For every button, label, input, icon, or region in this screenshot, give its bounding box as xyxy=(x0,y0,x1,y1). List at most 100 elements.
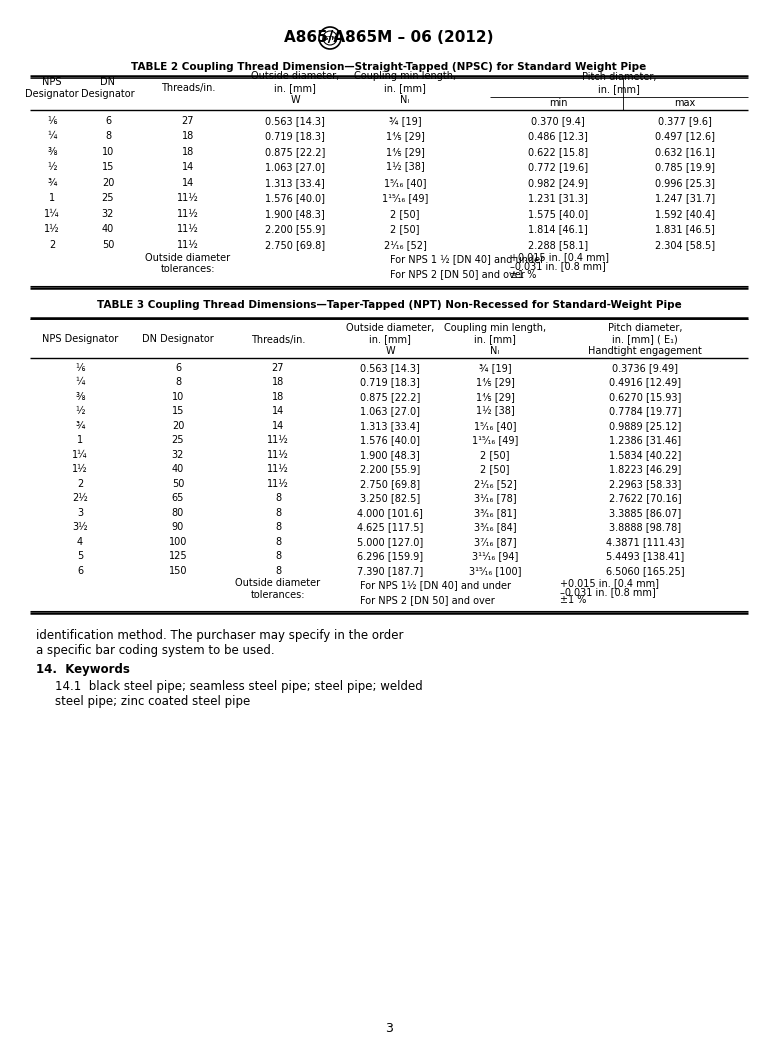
Text: 1.8223 [46.29]: 1.8223 [46.29] xyxy=(609,464,682,475)
Text: ¼: ¼ xyxy=(47,131,57,142)
Text: 2.750 [69.8]: 2.750 [69.8] xyxy=(265,239,325,250)
Text: 2 [50]: 2 [50] xyxy=(391,224,420,234)
Text: 5: 5 xyxy=(77,552,83,561)
Text: 14: 14 xyxy=(272,406,284,416)
Text: 14.  Keywords: 14. Keywords xyxy=(36,663,130,676)
Text: +0.015 in. [0.4 mm]: +0.015 in. [0.4 mm] xyxy=(510,253,609,262)
Text: min: min xyxy=(548,98,567,108)
Text: NPS Designator: NPS Designator xyxy=(42,334,118,345)
Text: 15: 15 xyxy=(172,406,184,416)
Text: 40: 40 xyxy=(102,224,114,234)
Text: For NPS 2 [DN 50] and over: For NPS 2 [DN 50] and over xyxy=(390,270,524,279)
Text: 80: 80 xyxy=(172,508,184,517)
Text: 8: 8 xyxy=(275,493,281,503)
Text: 2.288 [58.1]: 2.288 [58.1] xyxy=(528,239,588,250)
Text: ½: ½ xyxy=(75,406,85,416)
Text: ASTM: ASTM xyxy=(322,35,338,41)
Text: 50: 50 xyxy=(102,239,114,250)
Text: 1⅘ [29]: 1⅘ [29] xyxy=(475,377,514,387)
Text: 8: 8 xyxy=(275,523,281,532)
Text: 32: 32 xyxy=(172,450,184,460)
Text: 1.5834 [40.22]: 1.5834 [40.22] xyxy=(609,450,682,460)
Text: 14: 14 xyxy=(272,421,284,431)
Text: For NPS 1½ [DN 40] and under: For NPS 1½ [DN 40] and under xyxy=(360,581,511,591)
Text: 1: 1 xyxy=(49,194,55,203)
Text: 3.8888 [98.78]: 3.8888 [98.78] xyxy=(609,523,681,532)
Text: 1.831 [46.5]: 1.831 [46.5] xyxy=(655,224,715,234)
Text: 2.7622 [70.16]: 2.7622 [70.16] xyxy=(608,493,682,503)
Text: 32: 32 xyxy=(102,209,114,219)
Text: TABLE 2 Coupling Thread Dimension—Straight-Tapped (NPSC) for Standard Weight Pip: TABLE 2 Coupling Thread Dimension—Straig… xyxy=(131,62,647,72)
Text: –0.031 in. [0.8 mm]: –0.031 in. [0.8 mm] xyxy=(560,587,656,596)
Text: 8: 8 xyxy=(275,537,281,547)
Text: 20: 20 xyxy=(102,178,114,187)
Text: 14: 14 xyxy=(182,162,194,172)
Text: 1½: 1½ xyxy=(44,224,60,234)
Text: 1.900 [48.3]: 1.900 [48.3] xyxy=(360,450,420,460)
Text: 2¹⁄₁₆ [52]: 2¹⁄₁₆ [52] xyxy=(474,479,517,489)
Text: 0.6270 [15.93]: 0.6270 [15.93] xyxy=(609,391,682,402)
Text: ⅜: ⅜ xyxy=(75,391,85,402)
Text: 8: 8 xyxy=(275,565,281,576)
Text: 11½: 11½ xyxy=(267,464,289,475)
Text: A865/A865M – 06 (2012): A865/A865M – 06 (2012) xyxy=(284,30,494,46)
Text: Coupling min length,
in. [mm]
Nₗ: Coupling min length, in. [mm] Nₗ xyxy=(354,72,456,104)
Text: 2: 2 xyxy=(77,479,83,489)
Text: 0.3736 [9.49]: 0.3736 [9.49] xyxy=(612,362,678,373)
Text: 65: 65 xyxy=(172,493,184,503)
Text: 0.563 [14.3]: 0.563 [14.3] xyxy=(360,362,420,373)
Text: 10: 10 xyxy=(172,391,184,402)
Text: 0.632 [16.1]: 0.632 [16.1] xyxy=(655,147,715,157)
Text: 0.875 [22.2]: 0.875 [22.2] xyxy=(265,147,325,157)
Text: Outside diameter,
in. [mm]
W: Outside diameter, in. [mm] W xyxy=(346,323,434,356)
Text: 1.247 [31.7]: 1.247 [31.7] xyxy=(655,194,715,203)
Text: 3³⁄₁₆ [81]: 3³⁄₁₆ [81] xyxy=(474,508,517,517)
Text: 4: 4 xyxy=(77,537,83,547)
Text: 50: 50 xyxy=(172,479,184,489)
Text: 18: 18 xyxy=(182,147,194,157)
Text: 3³⁄₁₆ [84]: 3³⁄₁₆ [84] xyxy=(474,523,517,532)
Text: 0.772 [19.6]: 0.772 [19.6] xyxy=(528,162,588,172)
Text: 2 [50]: 2 [50] xyxy=(480,450,510,460)
Text: 11½: 11½ xyxy=(177,194,199,203)
Text: 6: 6 xyxy=(105,116,111,126)
Text: identification method. The purchaser may specify in the order
a specific bar cod: identification method. The purchaser may… xyxy=(36,629,404,657)
Text: 1.063 [27.0]: 1.063 [27.0] xyxy=(265,162,325,172)
Text: 2.2963 [58.33]: 2.2963 [58.33] xyxy=(609,479,682,489)
Text: 3¹¹⁄₁₆ [94]: 3¹¹⁄₁₆ [94] xyxy=(471,552,518,561)
Text: 0.719 [18.3]: 0.719 [18.3] xyxy=(360,377,420,387)
Text: ¼: ¼ xyxy=(75,377,85,387)
Text: 3⁷⁄₁₆ [87]: 3⁷⁄₁₆ [87] xyxy=(474,537,517,547)
Text: 3¹⁵⁄₁₆ [100]: 3¹⁵⁄₁₆ [100] xyxy=(469,565,521,576)
Text: 7.390 [187.7]: 7.390 [187.7] xyxy=(357,565,423,576)
Text: 27: 27 xyxy=(182,116,194,126)
Text: 14: 14 xyxy=(182,178,194,187)
Text: Threads/in.: Threads/in. xyxy=(251,334,305,345)
Text: TABLE 3 Coupling Thread Dimensions—Taper-Tapped (NPT) Non-Recessed for Standard-: TABLE 3 Coupling Thread Dimensions—Taper… xyxy=(96,301,682,310)
Text: 4.3871 [111.43]: 4.3871 [111.43] xyxy=(606,537,684,547)
Text: 0.7784 [19.77]: 0.7784 [19.77] xyxy=(608,406,682,416)
Text: 6.5060 [165.25]: 6.5060 [165.25] xyxy=(606,565,685,576)
Text: max: max xyxy=(675,98,696,108)
Text: Threads/in.: Threads/in. xyxy=(161,83,216,93)
Text: 6: 6 xyxy=(175,362,181,373)
Text: 1.231 [31.3]: 1.231 [31.3] xyxy=(528,194,588,203)
Text: 0.9889 [25.12]: 0.9889 [25.12] xyxy=(609,421,682,431)
Text: 1.063 [27.0]: 1.063 [27.0] xyxy=(360,406,420,416)
Text: 1.592 [40.4]: 1.592 [40.4] xyxy=(655,209,715,219)
Text: 11½: 11½ xyxy=(267,435,289,446)
Text: ⅜: ⅜ xyxy=(47,147,57,157)
Text: ½: ½ xyxy=(47,162,57,172)
Text: 1: 1 xyxy=(77,435,83,446)
Text: ¾ [19]: ¾ [19] xyxy=(389,116,422,126)
Text: 6.296 [159.9]: 6.296 [159.9] xyxy=(357,552,423,561)
Text: 1.575 [40.0]: 1.575 [40.0] xyxy=(528,209,588,219)
Text: 3: 3 xyxy=(77,508,83,517)
Text: 5.4493 [138.41]: 5.4493 [138.41] xyxy=(606,552,684,561)
Text: Outside diameter,
in. [mm]
W: Outside diameter, in. [mm] W xyxy=(251,72,339,104)
Text: 3: 3 xyxy=(385,1021,393,1035)
Text: 18: 18 xyxy=(272,377,284,387)
Text: 18: 18 xyxy=(272,391,284,402)
Text: 11½: 11½ xyxy=(177,239,199,250)
Text: 6: 6 xyxy=(77,565,83,576)
